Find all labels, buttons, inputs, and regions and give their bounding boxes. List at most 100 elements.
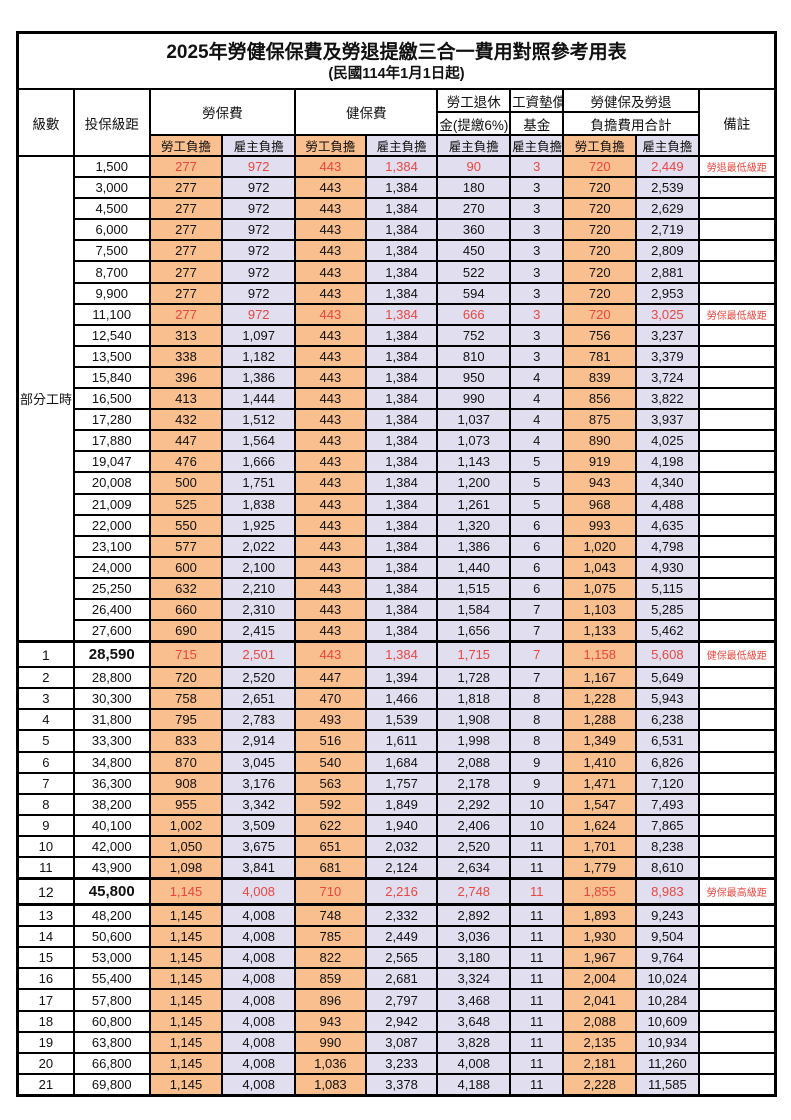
value-cell: 2,634 — [436, 856, 512, 880]
value-cell: 1,228 — [562, 687, 638, 711]
value-cell: 447 — [148, 429, 224, 453]
value-cell: 972 — [221, 260, 297, 284]
value-cell: 3 — [509, 302, 565, 326]
col-header-total-line1: 勞健保及勞退 — [562, 88, 700, 113]
bracket-cell: 19,047 — [72, 450, 151, 474]
table-row: 11 43,900 1,098 3,841 681 2,124 2,634 11 1,779 8,… — [16, 856, 777, 880]
value-cell: 4,008 — [221, 967, 297, 991]
value-cell: 968 — [562, 492, 638, 516]
bracket-cell: 48,200 — [72, 903, 151, 928]
value-cell: 7,493 — [635, 792, 700, 816]
value-cell: 4,798 — [635, 534, 700, 558]
value-cell: 758 — [148, 687, 224, 711]
value-cell: 3,036 — [436, 925, 512, 949]
value-cell: 8 — [509, 687, 565, 711]
col-header-wage-fund-line1: 工資墊償 — [509, 88, 565, 113]
value-cell: 493 — [294, 708, 367, 732]
table-row: 26,400 660 2,310 443 1,384 1,584 7 1,103 5,285 — [18, 597, 777, 622]
table-row: 12,540 313 1,097 443 1,384 752 3 756 3,237 — [18, 323, 777, 347]
header-row-1: 級數 投保級距 勞保費 健保費 勞工退休 工資墊償 勞健保及勞退 備註 — [16, 88, 777, 157]
value-cell: 3,822 — [635, 387, 700, 411]
bracket-cell: 30,300 — [72, 687, 151, 711]
remark-cell — [697, 555, 777, 579]
title-line1: 2025年勞健保保費及勞退提繳三合一費用對照參考用表 — [166, 41, 627, 63]
value-cell: 3,648 — [436, 1009, 512, 1033]
subheader-wage-fund-employer: 雇主負擔 — [509, 134, 565, 157]
value-cell: 277 — [148, 281, 224, 305]
remark-cell — [697, 513, 777, 537]
title-row: 2025年勞健保保費及勞退提繳三合一費用對照參考用表 (民國114年1月1日起) — [16, 31, 777, 90]
value-cell: 1,611 — [364, 729, 439, 753]
value-cell: 1,384 — [364, 471, 439, 495]
value-cell: 972 — [221, 302, 297, 326]
value-cell: 4,008 — [221, 1072, 297, 1097]
value-cell: 1,158 — [562, 640, 638, 669]
value-cell: 715 — [148, 640, 224, 669]
bracket-cell: 27,600 — [72, 619, 151, 643]
bracket-cell: 22,000 — [72, 513, 151, 537]
value-cell: 450 — [436, 239, 512, 263]
bracket-cell: 28,590 — [72, 640, 151, 669]
value-cell: 1,515 — [436, 576, 512, 600]
value-cell: 443 — [294, 260, 367, 284]
value-cell: 11 — [509, 1030, 565, 1054]
value-cell: 1,145 — [148, 1051, 224, 1075]
value-cell: 432 — [148, 408, 224, 432]
value-cell: 443 — [294, 323, 367, 347]
title-line2: (民國114年1月1日起) — [328, 66, 465, 83]
remark-cell — [697, 450, 777, 474]
value-cell: 2,501 — [221, 640, 297, 669]
table-row: 8 38,200 955 3,342 592 1,849 2,292 10 1,547 7,493 — [16, 792, 777, 816]
value-cell: 413 — [148, 387, 224, 411]
value-cell: 3,324 — [436, 967, 512, 991]
value-cell: 11 — [509, 856, 565, 880]
table-row: 17 57,800 1,145 4,008 896 2,797 3,468 11 2,041 10… — [16, 988, 777, 1012]
value-cell: 1,200 — [436, 471, 512, 495]
value-cell: 839 — [562, 365, 638, 390]
bracket-cell: 34,800 — [72, 750, 151, 774]
value-cell: 1,386 — [221, 365, 297, 390]
value-cell: 550 — [148, 513, 224, 537]
value-cell: 875 — [562, 408, 638, 432]
bracket-cell: 3,000 — [72, 176, 151, 200]
value-cell: 720 — [562, 176, 638, 200]
bracket-cell: 33,300 — [72, 729, 151, 753]
value-cell: 1,410 — [562, 750, 638, 774]
value-cell: 943 — [562, 471, 638, 495]
value-cell: 1,384 — [364, 176, 439, 200]
value-cell: 1,684 — [364, 750, 439, 774]
remark-cell — [697, 708, 777, 732]
remark-cell — [697, 903, 777, 928]
value-cell: 720 — [562, 260, 638, 284]
value-cell: 1,020 — [562, 534, 638, 558]
value-cell: 1,624 — [562, 813, 638, 837]
value-cell: 3,025 — [635, 302, 700, 326]
value-cell: 2,032 — [364, 834, 439, 859]
bracket-cell: 17,880 — [72, 429, 151, 453]
value-cell: 1,564 — [221, 429, 297, 453]
document-sheet: 2025年勞健保保費及勞退提繳三合一費用對照參考用表 (民國114年1月1日起)… — [16, 31, 777, 1097]
value-cell: 7,865 — [635, 813, 700, 837]
value-cell: 919 — [562, 450, 638, 474]
value-cell: 4,008 — [221, 1051, 297, 1075]
bracket-cell: 6,000 — [72, 218, 151, 242]
table-row: 27,600 690 2,415 443 1,384 1,656 7 1,133 5,462 — [18, 619, 777, 643]
value-cell: 4,635 — [635, 513, 700, 537]
table-row: 19,047 476 1,666 443 1,384 1,143 5 919 4,198 — [18, 450, 777, 474]
level-cell: 20 — [16, 1051, 75, 1075]
remark-cell — [697, 260, 777, 284]
value-cell: 8 — [509, 729, 565, 753]
value-cell: 1,384 — [364, 239, 439, 263]
remark-cell — [697, 197, 777, 221]
value-cell: 1,050 — [148, 834, 224, 859]
value-cell: 1,656 — [436, 619, 512, 643]
value-cell: 10 — [509, 792, 565, 816]
value-cell: 822 — [294, 946, 367, 970]
remark-cell — [697, 281, 777, 305]
value-cell: 443 — [294, 239, 367, 263]
value-cell: 10,934 — [635, 1030, 700, 1054]
value-cell: 4 — [509, 387, 565, 411]
remark-cell — [697, 387, 777, 411]
value-cell: 856 — [562, 387, 638, 411]
value-cell: 1,751 — [221, 471, 297, 495]
